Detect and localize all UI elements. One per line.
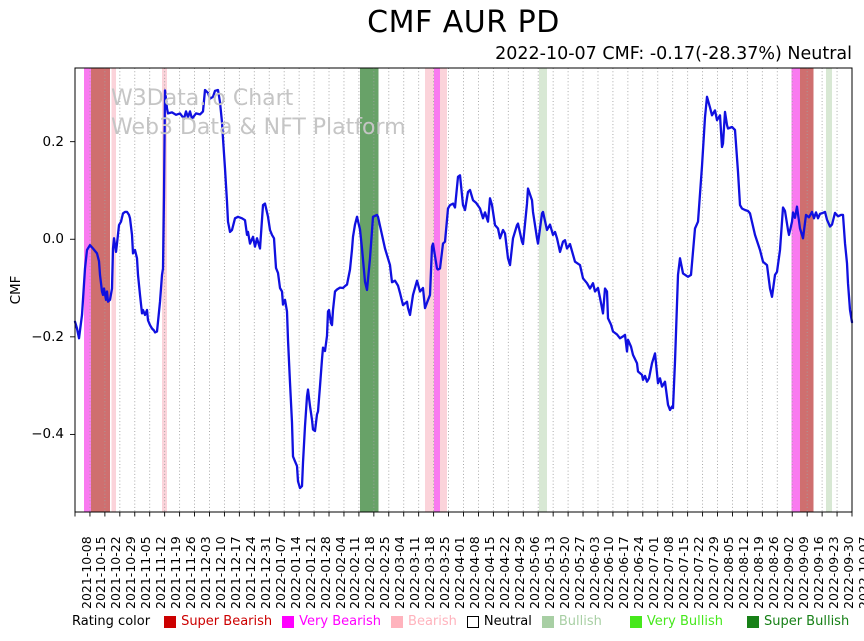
legend-item-bullish: Bullish (541, 614, 602, 629)
x-tick-label: 2022-07-29 (706, 536, 722, 609)
x-tick-label: 2021-12-31 (257, 536, 273, 609)
x-tick-label: 2022-04-29 (511, 536, 527, 609)
x-tick-label: 2022-10-07 (855, 536, 864, 609)
rating-band-very_bearish (434, 68, 440, 512)
x-tick-label: 2022-05-27 (571, 536, 587, 609)
x-tick-label: 2022-03-04 (392, 536, 408, 609)
x-tick-label: 2022-04-01 (452, 536, 468, 609)
x-tick-label: 2021-11-05 (138, 536, 154, 609)
legend-swatch-icon (391, 615, 404, 628)
rating-legend: Rating color Super Bearish Very Bearish Be… (72, 614, 849, 629)
x-tick-label: 2022-03-25 (437, 536, 453, 609)
x-tick-label: 2021-12-10 (212, 536, 228, 609)
x-tick-label: 2022-05-06 (526, 536, 542, 609)
x-tick-label: 2022-09-02 (780, 536, 796, 609)
rating-band-super_bullish (360, 68, 379, 512)
cmf-line (73, 88, 854, 490)
x-tick-label: 2022-03-11 (407, 536, 423, 609)
x-tick-label: 2022-02-11 (347, 536, 363, 609)
x-tick-label: 2022-07-15 (676, 536, 692, 609)
x-tick-label: 2022-06-24 (631, 536, 647, 609)
x-tick-label: 2022-02-25 (377, 536, 393, 609)
rating-band-super_bearish (91, 68, 110, 512)
legend-item-very-bearish: Very Bearish (282, 614, 381, 629)
legend-item-super-bullish: Super Bullish (746, 614, 850, 629)
legend-swatch-icon (282, 615, 295, 628)
x-tick-label: 2022-06-10 (601, 536, 617, 609)
x-tick-label: 2022-02-18 (362, 536, 378, 609)
legend-item-label: Very Bullish (646, 614, 723, 629)
x-tick-label: 2022-01-14 (287, 536, 303, 609)
x-tick-label: 2022-08-19 (750, 536, 766, 609)
x-tick-label: 2021-10-08 (78, 536, 94, 609)
x-tick-label: 2021-12-03 (198, 536, 214, 609)
x-axis-tick-labels: 2021-10-08 2021-10-15 2021-10-22 2021-10-29… (75, 512, 864, 614)
y-tick-label: 0.0 (42, 231, 64, 248)
x-tick-label: 2022-04-22 (496, 536, 512, 609)
x-tick-label: 2022-01-21 (302, 536, 318, 609)
x-tick-label: 2021-12-17 (227, 536, 243, 609)
legend-item-label: Bearish (408, 614, 457, 629)
legend-swatch-icon (629, 615, 642, 628)
legend-item-very-bullish: Very Bullish (629, 614, 723, 629)
legend-swatch-icon (541, 615, 554, 628)
chart-title: CMF AUR PD (367, 5, 560, 40)
y-axis-tick-labels: 0.2 0.0 −0.2 −0.4 (0, 68, 66, 512)
cmf-line-chart (70, 67, 854, 517)
x-tick-label: 2022-04-08 (467, 536, 482, 609)
plot-area: W3Data.io Chart Web3 Data & NFT Platform (70, 67, 854, 517)
rating-band-bullish (826, 68, 832, 512)
x-tick-label: 2022-09-23 (825, 536, 841, 609)
rating-band-bullish (539, 68, 547, 512)
legend-item-label: Super Bullish (763, 614, 850, 629)
x-tick-label: 2021-11-19 (168, 536, 184, 609)
chart-subtitle-current-value: 2022-10-07 CMF: -0.17(-28.37%) Neutral (495, 44, 852, 64)
x-tick-label: 2021-10-15 (93, 536, 109, 609)
rating-band-bearish (440, 68, 447, 512)
x-tick-label: 2022-01-28 (317, 536, 333, 609)
legend-item-label: Very Bearish (299, 614, 382, 629)
x-tick-label: 2022-05-13 (541, 536, 557, 609)
x-tick-label: 2022-08-26 (765, 536, 781, 609)
x-tick-label: 2022-09-09 (795, 536, 811, 609)
x-tick-label: 2022-05-20 (556, 536, 572, 609)
y-tick-label: 0.2 (42, 133, 64, 150)
x-tick-label: 2022-08-05 (721, 536, 737, 609)
x-tick-label: 2022-07-22 (691, 536, 707, 609)
rating-band-bearish (111, 68, 116, 512)
x-tick-label: 2021-11-12 (153, 536, 169, 609)
legend-item-neutral: Neutral (466, 614, 532, 629)
x-tick-label: 2022-04-15 (481, 536, 497, 609)
x-tick-label: 2022-06-03 (586, 536, 602, 609)
legend-swatch-icon (746, 615, 759, 628)
legend-item-label: Super Bearish (181, 614, 273, 629)
x-tick-label: 2022-09-16 (810, 536, 826, 609)
x-tick-label: 2022-07-08 (661, 536, 677, 609)
x-tick-label: 2022-06-17 (616, 536, 632, 609)
legend-item-label: Neutral (483, 614, 532, 629)
x-tick-label: 2021-10-22 (108, 536, 124, 609)
legend-swatch-icon (164, 615, 177, 628)
x-tick-label: 2022-02-04 (332, 536, 348, 609)
x-tick-label: 2021-12-24 (242, 536, 258, 609)
x-tick-label: 2021-10-29 (123, 536, 139, 609)
x-tick-label: 2021-11-26 (183, 536, 199, 609)
y-tick-label: −0.2 (31, 328, 64, 345)
x-tick-label: 2022-03-18 (422, 536, 438, 609)
x-tick-label: 2022-09-30 (840, 536, 856, 609)
y-tick-label: −0.4 (31, 426, 64, 443)
legend-item-super-bearish: Super Bearish (164, 614, 272, 629)
legend-item-label: Bullish (558, 614, 602, 629)
rating-band-very_bearish (84, 68, 91, 512)
plot-frame (74, 67, 853, 513)
legend-title: Rating color (72, 614, 151, 629)
x-tick-label: 2022-07-01 (646, 536, 662, 609)
rating-band-very_bearish (791, 68, 800, 512)
legend-item-bearish: Bearish (391, 614, 457, 629)
legend-swatch-icon (466, 615, 479, 628)
x-tick-label: 2022-01-07 (272, 536, 288, 609)
x-tick-label: 2022-08-12 (735, 536, 751, 609)
